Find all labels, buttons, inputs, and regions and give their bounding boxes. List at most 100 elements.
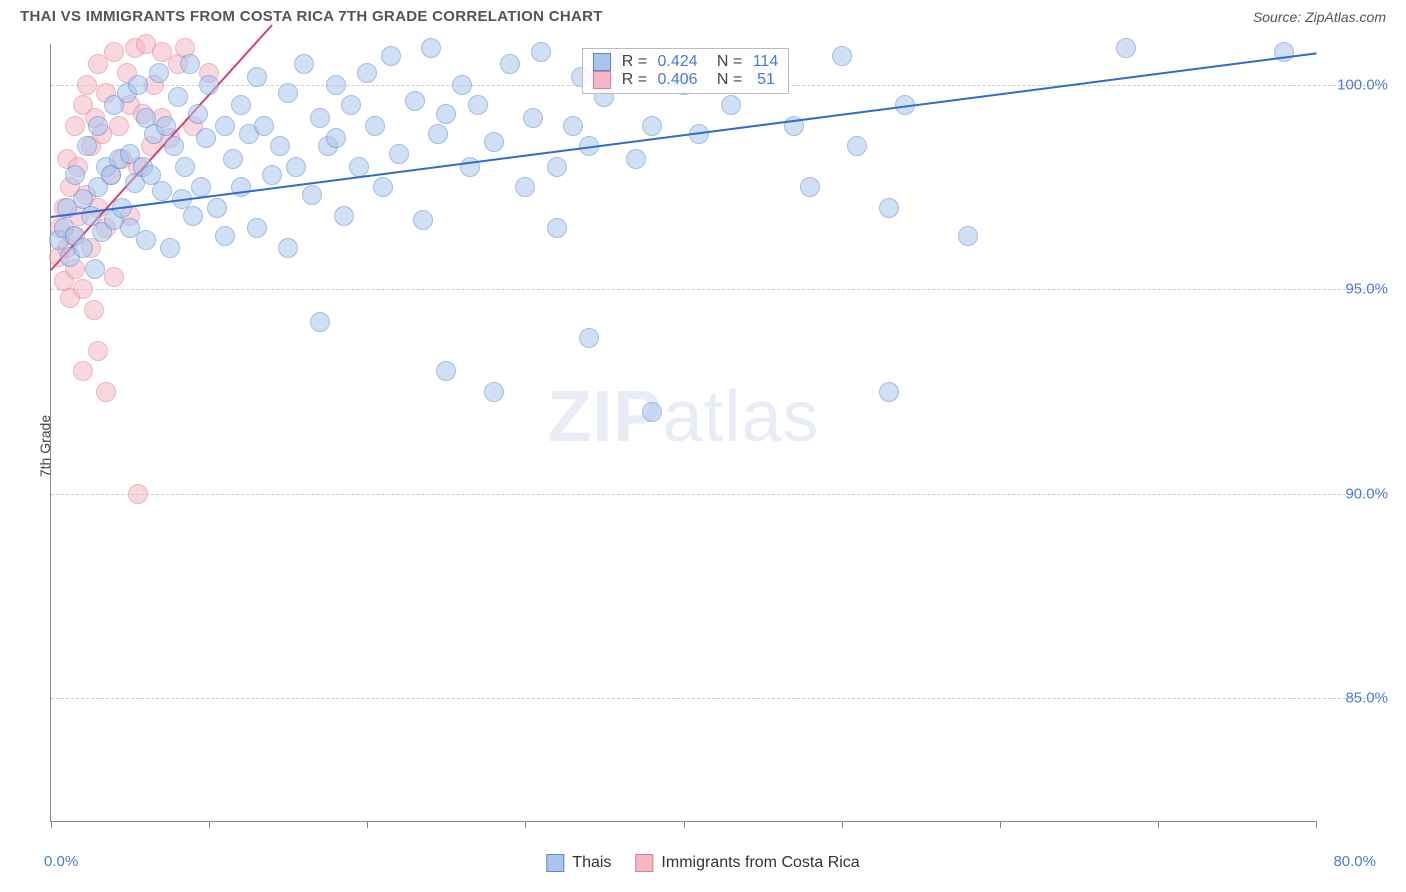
watermark: ZIPatlas: [547, 376, 819, 458]
data-point-thais: [73, 238, 93, 258]
data-point-thais: [642, 402, 662, 422]
data-point-thais: [180, 54, 200, 74]
data-point-costa-rica: [96, 382, 116, 402]
data-point-thais: [278, 238, 298, 258]
data-point-thais: [523, 108, 543, 128]
data-point-thais: [199, 75, 219, 95]
data-point-thais: [294, 54, 314, 74]
data-point-costa-rica: [104, 42, 124, 62]
source-label: Source: ZipAtlas.com: [1253, 9, 1386, 25]
stats-swatch: [593, 71, 611, 89]
data-point-costa-rica: [77, 75, 97, 95]
data-point-thais: [365, 116, 385, 136]
data-point-thais: [547, 157, 567, 177]
data-point-thais: [160, 238, 180, 258]
x-tick: [842, 821, 843, 828]
data-point-thais: [579, 328, 599, 348]
data-point-thais: [77, 136, 97, 156]
data-point-thais: [468, 95, 488, 115]
data-point-thais: [136, 230, 156, 250]
data-point-thais: [428, 124, 448, 144]
data-point-thais: [152, 181, 172, 201]
x-tick: [51, 821, 52, 828]
x-tick: [367, 821, 368, 828]
data-point-thais: [515, 177, 535, 197]
y-tick-label: 95.0%: [1345, 281, 1388, 298]
data-point-thais: [175, 157, 195, 177]
data-point-costa-rica: [104, 267, 124, 287]
data-point-thais: [128, 75, 148, 95]
data-point-thais: [262, 165, 282, 185]
swatch-costa-rica: [635, 854, 653, 872]
x-tick: [1000, 821, 1001, 828]
data-point-costa-rica: [88, 341, 108, 361]
legend-label-thais: Thais: [572, 854, 611, 872]
data-point-thais: [270, 136, 290, 156]
data-point-thais: [642, 116, 662, 136]
data-point-thais: [191, 177, 211, 197]
x-tick: [1158, 821, 1159, 828]
data-point-costa-rica: [73, 361, 93, 381]
legend-item-costa-rica: Immigrants from Costa Rica: [635, 854, 859, 872]
data-point-thais: [302, 185, 322, 205]
stats-row-thais: R = 0.424 N = 114: [593, 53, 778, 71]
data-point-costa-rica: [128, 484, 148, 504]
data-point-thais: [310, 108, 330, 128]
data-point-thais: [721, 95, 741, 115]
data-point-thais: [207, 198, 227, 218]
data-point-thais: [326, 75, 346, 95]
data-point-thais: [484, 132, 504, 152]
data-point-thais: [215, 226, 235, 246]
data-point-thais: [156, 116, 176, 136]
data-point-thais: [334, 206, 354, 226]
data-point-thais: [832, 46, 852, 66]
x-tick: [525, 821, 526, 828]
data-point-thais: [183, 206, 203, 226]
data-point-thais: [460, 157, 480, 177]
data-point-thais: [164, 136, 184, 156]
data-point-thais: [563, 116, 583, 136]
data-point-thais: [341, 95, 361, 115]
grid-line: [51, 494, 1376, 495]
data-point-thais: [381, 46, 401, 66]
x-tick: [1316, 821, 1317, 828]
data-point-thais: [168, 87, 188, 107]
y-tick-label: 90.0%: [1345, 485, 1388, 502]
grid-line: [51, 698, 1376, 699]
data-point-costa-rica: [84, 300, 104, 320]
data-point-thais: [626, 149, 646, 169]
data-point-thais: [278, 83, 298, 103]
data-point-costa-rica: [73, 279, 93, 299]
y-tick-label: 100.0%: [1337, 76, 1388, 93]
data-point-thais: [223, 149, 243, 169]
data-point-thais: [405, 91, 425, 111]
grid-line: [51, 289, 1376, 290]
data-point-thais: [254, 116, 274, 136]
legend-label-costa-rica: Immigrants from Costa Rica: [661, 854, 859, 872]
data-point-thais: [847, 136, 867, 156]
x-tick: [684, 821, 685, 828]
data-point-thais: [879, 198, 899, 218]
x-axis-min-label: 0.0%: [44, 853, 78, 870]
legend-item-thais: Thais: [546, 854, 611, 872]
data-point-thais: [547, 218, 567, 238]
data-point-thais: [436, 104, 456, 124]
data-point-thais: [436, 361, 456, 381]
chart-title: THAI VS IMMIGRANTS FROM COSTA RICA 7TH G…: [20, 8, 603, 25]
data-point-thais: [452, 75, 472, 95]
data-point-thais: [326, 128, 346, 148]
data-point-thais: [484, 382, 504, 402]
stats-swatch: [593, 53, 611, 71]
data-point-thais: [215, 116, 235, 136]
data-point-thais: [958, 226, 978, 246]
scatter-chart: ZIPatlas 85.0%90.0%95.0%100.0% R = 0.424…: [50, 44, 1316, 822]
data-point-costa-rica: [109, 116, 129, 136]
data-point-thais: [85, 259, 105, 279]
data-point-thais: [149, 63, 169, 83]
y-tick-label: 85.0%: [1345, 690, 1388, 707]
data-point-thais: [389, 144, 409, 164]
data-point-thais: [421, 38, 441, 58]
data-point-thais: [65, 165, 85, 185]
data-point-thais: [247, 67, 267, 87]
stats-row-costa_rica: R = 0.406 N = 51: [593, 71, 778, 89]
